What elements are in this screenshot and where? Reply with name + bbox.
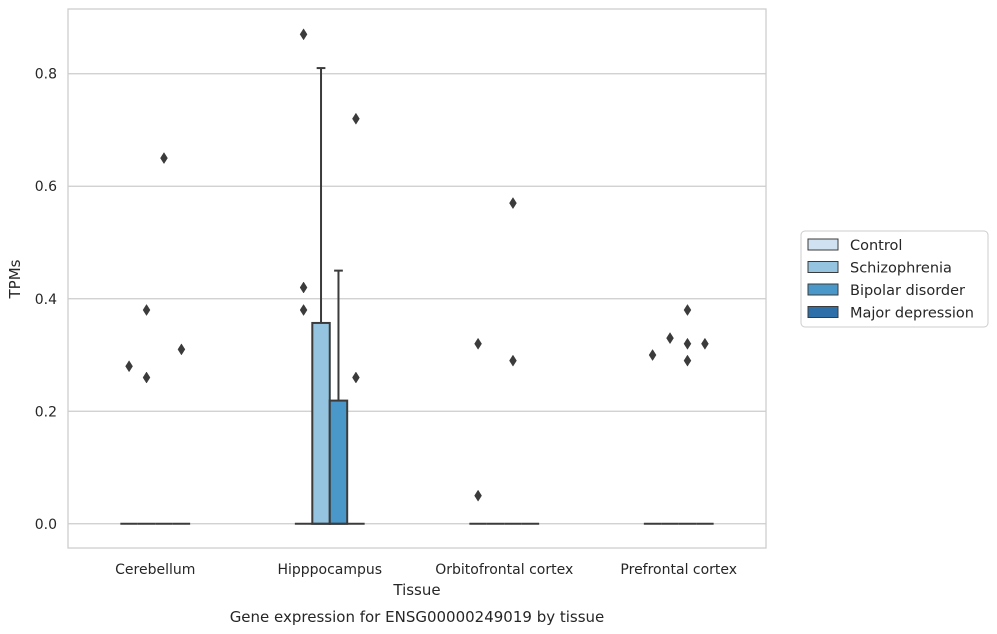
series-control xyxy=(120,28,662,525)
outlier-point xyxy=(474,337,482,350)
legend-label: Schizophrenia xyxy=(850,261,952,277)
outlier-point xyxy=(683,337,692,350)
outlier-point xyxy=(648,349,657,361)
legend-item: Control xyxy=(807,238,902,254)
x-axis-label: Tissue xyxy=(392,581,440,599)
outlier-point xyxy=(509,354,517,367)
legend-swatch xyxy=(807,238,839,251)
outlier-point xyxy=(299,28,308,41)
box xyxy=(328,399,349,525)
series-schizophrenia xyxy=(137,67,679,525)
legend-label: Major depression xyxy=(850,306,974,322)
legend-frame xyxy=(800,230,989,328)
outlier-point xyxy=(125,360,133,373)
legend-label: Control xyxy=(850,238,902,254)
outlier-point xyxy=(177,343,186,356)
series-bipolar-disorder xyxy=(155,152,697,525)
x-tick-label: Prefrontal cortex xyxy=(620,562,737,578)
series-major-depression xyxy=(172,112,714,525)
y-axis-label: TPMs xyxy=(6,259,24,299)
box-series xyxy=(120,28,714,525)
x-tick-labels: Cerebellum Hipppocampus Orbitofrontal cort… xyxy=(115,562,737,578)
outlier-point xyxy=(352,371,360,384)
legend-swatch xyxy=(807,306,839,318)
y-tick-label: 0.0 xyxy=(35,517,57,533)
legend-swatch xyxy=(807,261,839,273)
legend-item: Major depression xyxy=(807,306,974,322)
chart-caption: Gene expression for ENSG00000249019 by t… xyxy=(230,608,605,626)
x-tick-label: Orbitofrontal cortex xyxy=(435,562,573,578)
outlier-point xyxy=(299,281,308,294)
y-tick-label: 0.8 xyxy=(35,67,57,83)
outlier-point xyxy=(160,152,168,165)
box xyxy=(311,321,331,525)
plot-area xyxy=(68,9,766,548)
y-tick-label: 0.6 xyxy=(35,179,57,195)
outlier-point xyxy=(509,197,517,210)
outlier-point xyxy=(683,304,692,316)
outlier-point xyxy=(142,304,151,316)
outlier-point xyxy=(352,112,360,125)
outlier-point xyxy=(666,332,674,345)
y-tick-label: 0.2 xyxy=(35,404,57,420)
y-tick-labels: 0.0 0.2 0.4 0.6 0.8 xyxy=(35,67,57,533)
legend: Control Schizophrenia Bipolar disorder Majo… xyxy=(800,230,989,328)
outlier-point xyxy=(683,354,692,367)
x-tick-label: Hipppocampus xyxy=(277,562,382,578)
outlier-point xyxy=(474,489,482,502)
outlier-point xyxy=(142,371,151,384)
legend-swatch xyxy=(807,283,839,296)
y-tick-label: 0.4 xyxy=(35,292,57,308)
legend-item: Schizophrenia xyxy=(807,261,952,277)
outlier-point xyxy=(701,337,709,350)
legend-label: Bipolar disorder xyxy=(850,283,965,299)
plot-frame xyxy=(67,8,767,549)
outlier-point xyxy=(299,304,308,316)
x-tick-label: Cerebellum xyxy=(115,562,195,578)
legend-item: Bipolar disorder xyxy=(807,283,965,299)
